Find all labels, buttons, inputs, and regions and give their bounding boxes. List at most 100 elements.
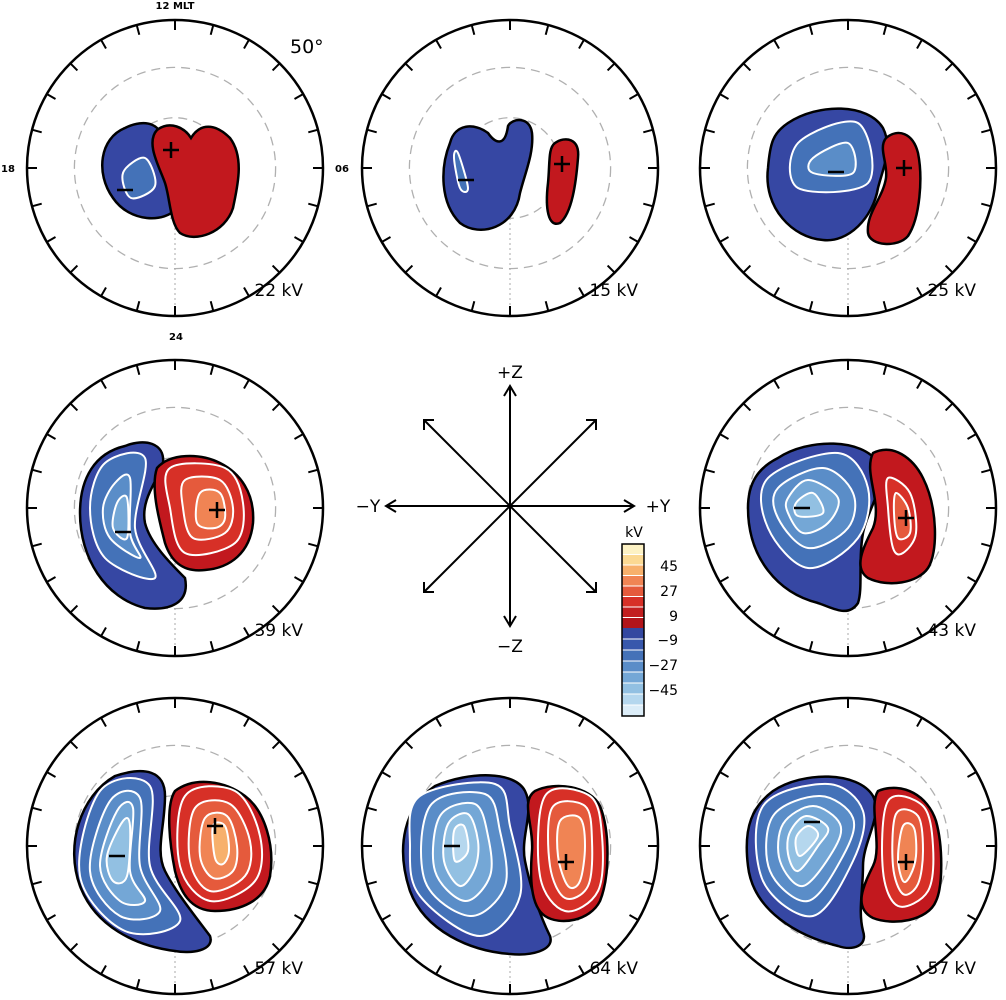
negative-contour: [105, 816, 132, 885]
panels-group: 22 kV 15 kV 25 kV 39 kV 43 kV 57 kV 64 kV 57 kV: [25, 18, 998, 996]
cross-polar-potential-label: 57 kV: [927, 959, 976, 979]
mlt-tick: [135, 979, 141, 990]
arrow-bottom-right: [586, 582, 597, 593]
cross-polar-potential-label: 22 kV: [254, 281, 303, 301]
colorbar-swatch-positive: [622, 544, 644, 555]
mlt-tick: [435, 39, 442, 49]
negative-contour: [807, 141, 857, 177]
mlt-tick: [100, 39, 107, 49]
mlt-tick: [967, 771, 977, 778]
colorbar-tick-label: −27: [648, 658, 678, 674]
mlt-tick: [308, 880, 319, 886]
cross-polar-potential-label: 25 kV: [927, 281, 976, 301]
cross-polar-potential-label: 15 kV: [589, 281, 638, 301]
mlt-tick: [209, 24, 215, 35]
mlt-tick: [944, 740, 954, 750]
mlt-tick: [944, 604, 954, 614]
mlt-tick: [31, 806, 42, 812]
mlt-tick: [629, 914, 639, 921]
label-plus-z: +Z: [497, 363, 523, 383]
mlt-tick: [916, 965, 923, 975]
mlt-tick: [308, 468, 319, 474]
mlt-tick: [435, 287, 442, 297]
mlt-tick: [967, 433, 977, 440]
mlt-tick: [46, 771, 56, 778]
mlt-tick: [742, 62, 752, 72]
mlt-tick: [209, 979, 215, 990]
latitude-label: 50°: [290, 36, 324, 58]
mlt-tick: [808, 364, 814, 375]
mlt-tick: [69, 604, 79, 614]
mlt-tick: [69, 740, 79, 750]
colorbar-swatch-positive: [622, 565, 644, 576]
mlt-tick: [243, 39, 250, 49]
colorbar-tick-labels: 45 27 9 −9 −27 −45: [648, 559, 678, 699]
mlt-tick: [719, 93, 729, 100]
colorbar-swatch-positive: [622, 575, 644, 587]
mlt-tick: [882, 364, 888, 375]
polar-panel-2: 15 kV: [360, 18, 660, 318]
negative-contour: [793, 491, 825, 518]
mlt-tick: [704, 128, 715, 134]
mlt-tick: [773, 379, 780, 389]
mlt-tick: [31, 128, 42, 134]
mlt-tick: [773, 965, 780, 975]
mlt-tick: [967, 236, 977, 243]
mlt-tick: [882, 24, 888, 35]
mlt-tick: [243, 717, 250, 727]
colorbar-swatch-negative: [622, 639, 644, 651]
mlt-tick: [100, 717, 107, 727]
mlt-tick: [916, 627, 923, 637]
mlt-tick: [981, 806, 992, 812]
mlt-tick: [404, 264, 414, 274]
mlt-tick: [719, 236, 729, 243]
mlt-tick: [742, 740, 752, 750]
mlt-tick: [135, 301, 141, 312]
mlt-tick: [100, 965, 107, 975]
mlt-tick: [308, 542, 319, 548]
mlt-tick: [808, 641, 814, 652]
arrow-plus-y: [623, 499, 636, 513]
colorbar-swatch-negative: [622, 683, 644, 695]
mlt-tick: [294, 236, 304, 243]
arrow-top-right: [586, 419, 597, 430]
colorbar-swatch-negative: [622, 650, 644, 662]
mlt-tick: [981, 880, 992, 886]
mlt-tick: [435, 717, 442, 727]
mlt-tick: [271, 942, 281, 952]
mlt-tick: [366, 806, 377, 812]
colorbar-swatch-negative: [622, 661, 644, 673]
colorbar-swatch-negative: [622, 628, 644, 640]
mlt-tick: [46, 576, 56, 583]
mlt-label-top: 12 MLT: [156, 1, 195, 12]
mlt-tick: [46, 914, 56, 921]
mlt-tick: [404, 942, 414, 952]
negative-contour: [794, 825, 820, 857]
colorbar-tick-label: −45: [648, 683, 678, 699]
mlt-tick: [773, 39, 780, 49]
positive-cell: [866, 131, 922, 246]
cross-polar-potential-label: 39 kV: [254, 621, 303, 641]
mlt-tick: [808, 979, 814, 990]
mlt-tick: [916, 379, 923, 389]
mlt-tick: [882, 979, 888, 990]
mlt-tick: [578, 965, 585, 975]
imf-direction-diagram: [384, 384, 636, 628]
negative-contour: [121, 156, 157, 200]
colorbar-swatch-positive: [622, 596, 644, 608]
arrow-plus-z: [503, 384, 517, 397]
mlt-tick: [629, 93, 639, 100]
mlt-tick: [773, 717, 780, 727]
polar-panel-5: 43 kV: [698, 358, 998, 658]
mlt-tick: [69, 264, 79, 274]
mlt-tick: [243, 627, 250, 637]
mlt-tick: [773, 627, 780, 637]
polar-panel-7: 64 kV: [360, 696, 660, 996]
mlt-tick: [366, 202, 377, 208]
mlt-tick: [31, 202, 42, 208]
mlt-tick: [981, 128, 992, 134]
mlt-tick: [135, 364, 141, 375]
mlt-tick: [578, 287, 585, 297]
mlt-tick: [643, 202, 654, 208]
